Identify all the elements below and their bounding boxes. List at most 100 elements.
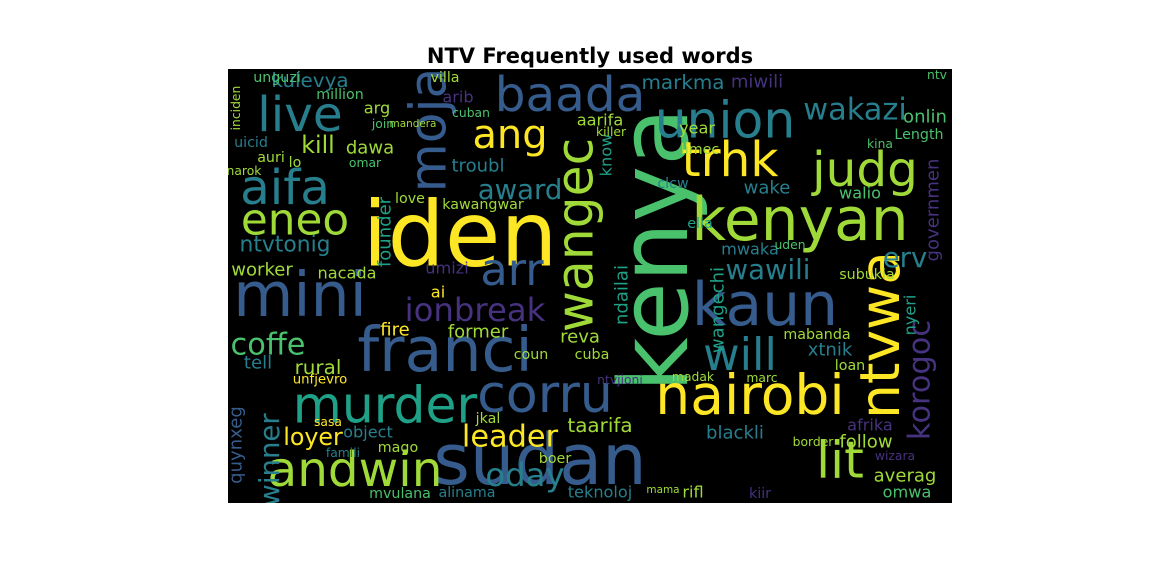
word: union [655,91,796,150]
word: murder [293,376,478,435]
word: live [257,87,342,143]
word: kawangwar [442,197,524,213]
word: kina [867,137,893,151]
word: kenya [600,108,710,393]
word: arr [480,244,544,296]
word: loyer [283,423,343,451]
word: governmen [923,159,944,262]
word: villa [430,70,459,86]
word: oday [485,456,564,494]
word: mini [233,259,367,331]
word: nyeri [901,295,920,336]
word: winner [254,413,286,507]
word: unfjevro [293,373,348,388]
word: founder [375,196,396,267]
word: worker [231,260,293,281]
word: wawili [726,254,811,286]
word: teknoloj [568,483,633,502]
word: cuba [575,347,610,363]
word: ang [472,112,547,158]
word: wakazi [803,93,907,128]
word: arg [364,99,391,118]
word: mama [646,484,679,496]
word: arib [442,88,473,107]
word: walio [839,184,881,203]
word: franci [357,314,532,386]
word: limec [681,142,719,158]
word: will [703,329,777,381]
word: miwili [731,72,783,93]
word: averag [874,466,937,487]
word: mvulana [369,486,431,502]
word: Length [894,127,943,143]
word: wizara [875,449,915,463]
word: madak [672,370,715,384]
word: coun [514,347,549,363]
word: xtnik [808,340,853,361]
word: narok [227,164,263,178]
word: ntvjioni [597,373,643,387]
word: love [395,191,425,207]
word: eneo [241,195,349,246]
word: aifa [240,160,330,216]
word: auri [257,150,285,166]
word: mwaka [721,240,779,259]
word: fire [380,320,409,341]
word: trhk [682,132,779,188]
word: taarifa [567,413,632,437]
word: erv [883,242,928,274]
word: coffe [231,328,306,363]
word: afrika [847,416,893,435]
plot-background [228,69,952,503]
word: year [679,119,715,138]
word: unguzi [253,70,301,86]
word: omar [349,156,382,170]
word: blackli [706,423,764,444]
word: aarifa [577,111,623,130]
word: ella [687,216,712,232]
word: cuban [452,106,490,120]
word: object [343,423,393,442]
word: lo [289,155,302,171]
word: mago [378,440,418,456]
word: quynxeg [226,406,247,484]
word: subukia [839,267,894,283]
word: onlin [903,107,947,128]
word: jkal [475,411,501,427]
word: ndailai [612,265,633,325]
word: umizi [425,259,468,278]
word: rural [295,355,342,379]
word: reva [560,327,600,348]
word: alinama [438,485,495,501]
word: former [448,322,509,343]
word: andwin [268,442,443,498]
word: wangechi [708,267,729,353]
word: kaun [692,270,838,340]
word: ntv [927,68,947,82]
word: judg [811,142,918,198]
word: award [478,174,563,206]
word: corru [477,365,613,425]
word: nacada [317,264,376,283]
word: korogoc [903,320,938,440]
word: killer [596,125,627,139]
word: clcw [657,176,689,192]
word: ntvtonig [239,233,330,258]
word: wake [744,178,791,199]
word: million [316,87,363,103]
word: kenyan [691,185,908,255]
word: marc [746,371,777,385]
word: kill [301,131,335,159]
word: tell [244,353,272,374]
word: kiir [749,486,771,502]
word: iden [362,183,557,288]
word: boer [539,451,572,467]
word: border [793,435,835,449]
word: famili [326,446,360,460]
word: sasa [314,415,342,429]
word: inciden [229,86,243,131]
word: know [597,134,616,177]
